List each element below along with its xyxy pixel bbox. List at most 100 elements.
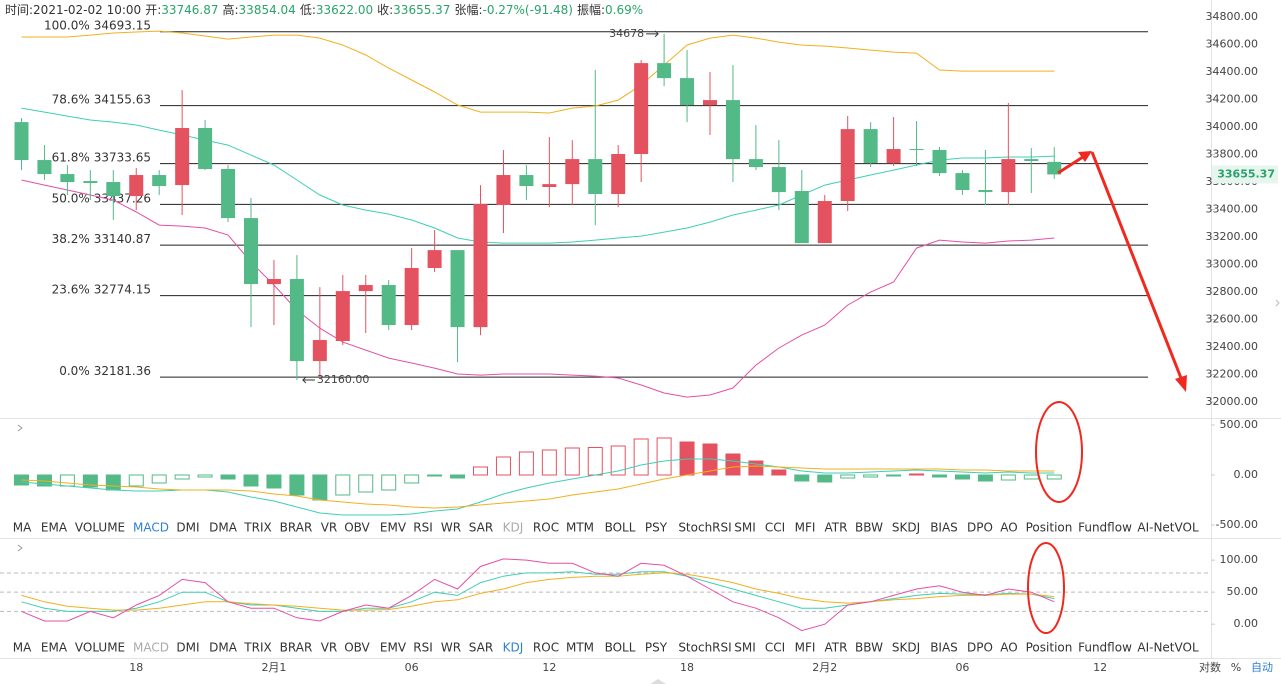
indicator-tab[interactable]: WR bbox=[441, 641, 461, 655]
collapse-chevron[interactable] bbox=[17, 424, 23, 432]
fib-price: 34155.63 bbox=[94, 92, 151, 106]
indicator-tab[interactable]: VOLUME bbox=[75, 521, 125, 535]
indicator-tab[interactable]: BIAS bbox=[930, 521, 958, 535]
fib-ratio: 78.6% bbox=[52, 92, 90, 106]
candle-body bbox=[289, 278, 304, 362]
indicator-tab[interactable]: SKDJ bbox=[892, 641, 920, 655]
indicator-tab[interactable]: Position bbox=[1026, 521, 1073, 535]
indicator-tab[interactable]: KDJ bbox=[503, 521, 524, 535]
auto-toggle[interactable]: 自动 bbox=[1251, 661, 1273, 674]
indicator-tab[interactable]: KDJ bbox=[503, 641, 524, 655]
indicator-tab[interactable]: EMV bbox=[380, 521, 407, 535]
indicator-tab[interactable]: BOLL bbox=[605, 521, 636, 535]
indicator-tab[interactable]: OBV bbox=[344, 521, 370, 535]
indicator-tab[interactable]: WR bbox=[441, 521, 461, 535]
indicator-tab[interactable]: EMV bbox=[380, 641, 407, 655]
indicator-tab[interactable]: ROC bbox=[533, 521, 559, 535]
log-toggle[interactable]: 对数 bbox=[1199, 660, 1221, 674]
indicator-tab[interactable]: ROC bbox=[533, 641, 559, 655]
info-label: 低: bbox=[300, 3, 316, 17]
indicator-tab[interactable]: MACD bbox=[133, 641, 169, 655]
indicator-tab[interactable]: MA bbox=[13, 641, 32, 655]
indicator-tab[interactable]: PSY bbox=[645, 521, 668, 535]
indicator-tab[interactable]: OBV bbox=[344, 641, 370, 655]
info-label: 收: bbox=[377, 3, 393, 17]
indicator-tab[interactable]: StochRSI bbox=[678, 641, 731, 655]
indicator-tab[interactable]: MFI bbox=[795, 521, 816, 535]
indicator-tab[interactable]: RSI bbox=[413, 521, 433, 535]
indicator-tab[interactable]: VOLUME bbox=[75, 641, 125, 655]
bottom-handle[interactable] bbox=[650, 679, 666, 684]
indicator-tab[interactable]: TRIX bbox=[243, 641, 271, 655]
indicator-tab[interactable]: EMA bbox=[41, 641, 68, 655]
info-bar: 时间:2021-02-02 10:00 开:33746.87 高:33854.04 低… bbox=[5, 2, 643, 17]
indicator-tab[interactable]: Fundflow bbox=[1078, 641, 1132, 655]
candle-body bbox=[611, 154, 626, 195]
candle-body bbox=[198, 128, 213, 169]
indicator-tab[interactable]: DMI bbox=[176, 521, 199, 535]
macd-bar bbox=[541, 449, 557, 476]
indicator-tab[interactable]: MFI bbox=[795, 641, 816, 655]
info-label: 振幅: bbox=[577, 2, 605, 17]
indicator-tab[interactable]: MTM bbox=[566, 521, 594, 535]
candle-body bbox=[450, 250, 465, 328]
indicator-tab[interactable]: MTM bbox=[566, 641, 594, 655]
annotation-arrowhead bbox=[1078, 151, 1092, 162]
indicator-tab[interactable]: BIAS bbox=[930, 641, 958, 655]
y-tick-label: 33800.00 bbox=[1206, 148, 1259, 161]
indicator-tab[interactable]: TRIX bbox=[243, 521, 271, 535]
max-label: 34678 bbox=[609, 27, 644, 40]
indicator-tab[interactable]: MACD bbox=[133, 521, 169, 535]
indicator-tab[interactable]: CCI bbox=[765, 521, 785, 535]
indicator-tab[interactable]: BOLL bbox=[605, 641, 636, 655]
x-tick-label: 12 bbox=[1093, 661, 1107, 674]
macd-bar bbox=[197, 474, 213, 478]
indicator-tab[interactable]: DPO bbox=[967, 521, 993, 535]
indicator-tab[interactable]: EMA bbox=[41, 521, 68, 535]
macd-bar bbox=[840, 474, 856, 479]
indicator-tab[interactable]: BRAR bbox=[280, 521, 313, 535]
indicator-tab[interactable]: ATR bbox=[825, 641, 848, 655]
indicator-tab[interactable]: StochRSI bbox=[678, 521, 731, 535]
indicator-tab[interactable]: RSI bbox=[413, 641, 433, 655]
indicator-tab[interactable]: BBW bbox=[855, 521, 883, 535]
indicator-tab[interactable]: VR bbox=[321, 641, 338, 655]
y-tick-label: 33200.00 bbox=[1206, 230, 1259, 243]
indicator-tab[interactable]: MA bbox=[13, 521, 32, 535]
y-tick-label: 32200.00 bbox=[1206, 368, 1259, 381]
indicator-tab[interactable]: AO bbox=[1000, 641, 1017, 655]
info-label: 高: bbox=[223, 2, 239, 17]
indicator-tab[interactable]: VR bbox=[321, 521, 338, 535]
candle-body bbox=[794, 190, 809, 244]
indicator-tab[interactable]: SMI bbox=[734, 521, 756, 535]
indicator-tab[interactable]: AI-NetVOL bbox=[1137, 521, 1199, 535]
indicator-tab[interactable]: CCI bbox=[765, 641, 785, 655]
indicator-tab[interactable]: SAR bbox=[469, 521, 493, 535]
indicator-tab[interactable]: BBW bbox=[855, 641, 883, 655]
indicator-tab[interactable]: SAR bbox=[469, 641, 493, 655]
indicator-tab[interactable]: DMA bbox=[209, 641, 238, 655]
percent-toggle[interactable]: % bbox=[1231, 661, 1241, 674]
side-handle[interactable] bbox=[1275, 299, 1280, 307]
collapse-chevron[interactable] bbox=[17, 544, 23, 552]
indicator-tab[interactable]: SKDJ bbox=[892, 521, 920, 535]
fib-price: 33140.87 bbox=[94, 232, 151, 246]
indicator-tab[interactable]: ATR bbox=[825, 521, 848, 535]
macd-bar bbox=[771, 469, 787, 476]
indicator-tab[interactable]: PSY bbox=[645, 641, 668, 655]
indicator-tab[interactable]: DPO bbox=[967, 641, 993, 655]
macd-bar bbox=[1046, 474, 1062, 480]
macd-bar bbox=[358, 474, 374, 493]
macd-bar bbox=[266, 474, 282, 489]
candle-body bbox=[817, 201, 832, 244]
indicator-tab[interactable]: DMI bbox=[176, 641, 199, 655]
indicator-tab[interactable]: DMA bbox=[209, 521, 238, 535]
indicator-tab[interactable]: Position bbox=[1026, 641, 1073, 655]
indicator-tab[interactable]: AO bbox=[1000, 521, 1017, 535]
indicator-tab[interactable]: BRAR bbox=[280, 641, 313, 655]
indicator-tab[interactable]: SMI bbox=[734, 641, 756, 655]
indicator-tab[interactable]: Fundflow bbox=[1078, 521, 1132, 535]
indicator-tab[interactable]: AI-NetVOL bbox=[1137, 641, 1199, 655]
candle-body bbox=[748, 159, 763, 168]
